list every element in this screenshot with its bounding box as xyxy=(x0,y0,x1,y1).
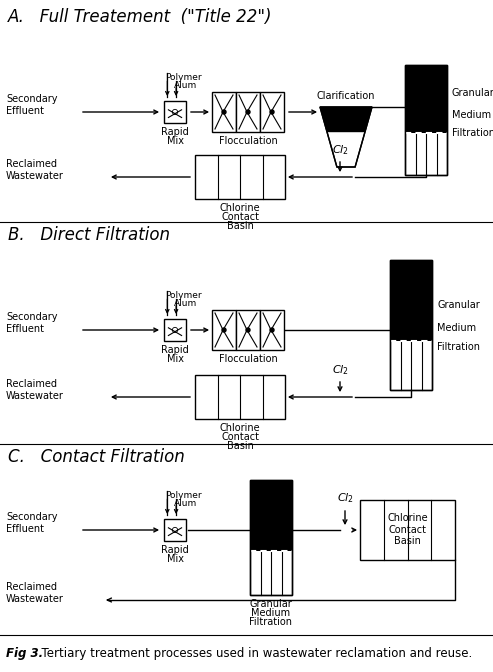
Text: Secondary: Secondary xyxy=(6,94,58,104)
Bar xyxy=(236,92,260,132)
Text: Reclaimed: Reclaimed xyxy=(6,379,57,389)
Text: Reclaimed: Reclaimed xyxy=(6,159,57,169)
Bar xyxy=(405,65,447,133)
Text: Contact: Contact xyxy=(221,432,259,442)
Text: $Cl_2$: $Cl_2$ xyxy=(331,363,349,377)
Text: Chlorine: Chlorine xyxy=(387,513,428,523)
Text: B.   Direct Filtration: B. Direct Filtration xyxy=(8,226,170,244)
Text: Polymer: Polymer xyxy=(165,73,202,82)
Text: Chlorine: Chlorine xyxy=(220,203,260,213)
Text: Alum: Alum xyxy=(174,81,197,90)
Bar xyxy=(360,500,455,560)
Text: $Cl_2$: $Cl_2$ xyxy=(331,143,349,157)
Text: Mix: Mix xyxy=(167,554,183,564)
Bar xyxy=(390,260,432,341)
Text: Contact: Contact xyxy=(388,525,426,535)
Text: Effluent: Effluent xyxy=(6,524,44,534)
Text: Effluent: Effluent xyxy=(6,324,44,334)
Text: Rapid: Rapid xyxy=(161,545,189,555)
Text: Medium: Medium xyxy=(437,323,476,333)
Bar xyxy=(164,319,186,341)
Bar xyxy=(260,92,284,132)
Text: Tertiary treatment processes used in wastewater reclamation and reuse.: Tertiary treatment processes used in was… xyxy=(34,647,472,660)
Text: Granular: Granular xyxy=(437,300,480,310)
Text: $Cl_2$: $Cl_2$ xyxy=(337,491,353,505)
Text: Mix: Mix xyxy=(167,136,183,146)
Bar xyxy=(250,480,292,595)
Text: Alum: Alum xyxy=(174,499,197,508)
Text: Clarification: Clarification xyxy=(317,91,375,101)
Text: Effluent: Effluent xyxy=(6,106,44,116)
Text: Polymer: Polymer xyxy=(165,491,202,500)
Bar xyxy=(164,101,186,123)
Bar xyxy=(195,375,285,419)
Bar xyxy=(164,519,186,541)
Text: Flocculation: Flocculation xyxy=(218,354,278,364)
Polygon shape xyxy=(320,107,372,167)
Text: Filtration: Filtration xyxy=(452,128,493,138)
Polygon shape xyxy=(320,107,372,132)
Circle shape xyxy=(246,328,250,332)
Bar xyxy=(195,155,285,199)
Bar xyxy=(390,260,432,390)
Text: Filtration: Filtration xyxy=(437,342,480,352)
Text: Medium: Medium xyxy=(251,608,290,618)
Text: Secondary: Secondary xyxy=(6,312,58,322)
Bar xyxy=(405,65,447,175)
Text: Reclaimed: Reclaimed xyxy=(6,582,57,592)
Text: A.   Full Treatement  ("Title 22"): A. Full Treatement ("Title 22") xyxy=(8,8,273,26)
Text: Secondary: Secondary xyxy=(6,512,58,522)
Circle shape xyxy=(222,328,226,332)
Text: Filtration: Filtration xyxy=(249,617,292,627)
Circle shape xyxy=(246,110,250,114)
Circle shape xyxy=(270,110,274,114)
Text: Wastewater: Wastewater xyxy=(6,171,64,181)
Text: Polymer: Polymer xyxy=(165,291,202,300)
Text: Contact: Contact xyxy=(221,212,259,222)
Bar xyxy=(212,310,236,350)
Text: C.   Contact Filtration: C. Contact Filtration xyxy=(8,448,185,466)
Text: Basin: Basin xyxy=(394,536,421,546)
Bar xyxy=(390,260,432,390)
Text: Granular: Granular xyxy=(452,87,493,97)
Circle shape xyxy=(270,328,274,332)
Bar xyxy=(236,310,260,350)
Text: Rapid: Rapid xyxy=(161,127,189,137)
Bar xyxy=(250,480,292,595)
Text: Medium: Medium xyxy=(452,110,491,120)
Bar xyxy=(250,480,292,551)
Text: Granular: Granular xyxy=(249,599,292,609)
Bar xyxy=(405,65,447,175)
Text: Chlorine: Chlorine xyxy=(220,423,260,433)
Text: Flocculation: Flocculation xyxy=(218,136,278,146)
Text: Rapid: Rapid xyxy=(161,345,189,355)
Text: Alum: Alum xyxy=(174,299,197,308)
Text: Wastewater: Wastewater xyxy=(6,391,64,401)
Text: Basin: Basin xyxy=(227,221,253,231)
Circle shape xyxy=(222,110,226,114)
Bar xyxy=(260,310,284,350)
Text: Basin: Basin xyxy=(227,441,253,451)
Bar xyxy=(212,92,236,132)
Text: Wastewater: Wastewater xyxy=(6,594,64,604)
Text: Fig 3.: Fig 3. xyxy=(6,647,43,660)
Text: Mix: Mix xyxy=(167,354,183,364)
